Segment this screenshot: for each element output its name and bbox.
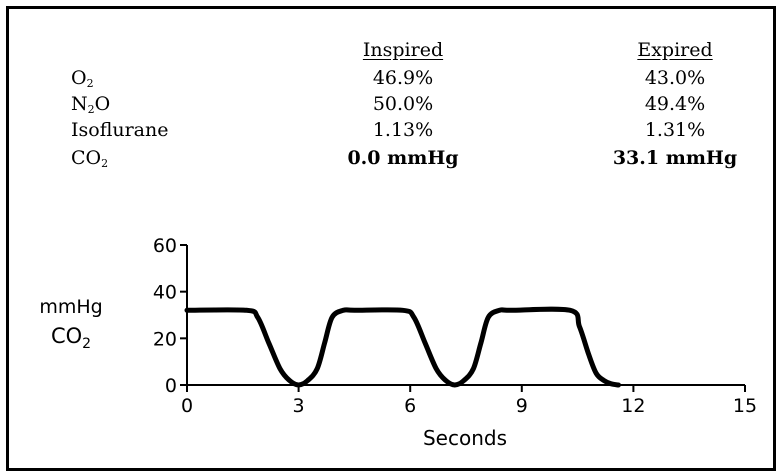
n2o-expired-value: 49.4%: [644, 93, 706, 115]
y-axis-label-co2: CO2: [51, 324, 91, 352]
gas-label-sub: 2: [86, 77, 94, 90]
gas-label-n2o: N2O: [71, 93, 110, 115]
capnogram-chart: mmHg CO2 Seconds 0 20 40 60 0 3 6 9 12 15: [39, 235, 757, 450]
x-tick-label: 6: [404, 395, 416, 417]
gas-label-isoflurane: Isoflurane: [71, 119, 169, 141]
x-axis-label: Seconds: [423, 426, 507, 450]
y-tick-label: 20: [153, 328, 177, 350]
gas-label-sub: 2: [87, 103, 95, 116]
isoflurane-expired-value: 1.31%: [644, 119, 706, 141]
x-tick-label: 0: [181, 395, 193, 417]
y-tick-label: 40: [153, 282, 177, 304]
co2-expired-value: 33.1 mmHg: [612, 147, 738, 169]
y-axis-label-co2-main: CO: [51, 324, 82, 348]
gas-label-o2: O2: [71, 67, 94, 89]
co2-inspired-value: 0.0 mmHg: [347, 147, 459, 169]
n2o-inspired-value: 50.0%: [372, 93, 434, 115]
gas-concentration-table: Inspired Expired O2 46.9% 43.0% N2O 50.0…: [9, 9, 773, 199]
y-tick-label: 0: [165, 375, 177, 397]
gas-label-main: O: [71, 67, 87, 89]
gas-label-sub: 2: [101, 157, 109, 170]
gas-label-tail: O: [94, 93, 111, 115]
y-tick-label: 60: [153, 235, 177, 257]
isoflurane-inspired-value: 1.13%: [372, 119, 434, 141]
y-axis-label: mmHg: [39, 296, 102, 318]
x-tick-label: 12: [621, 395, 645, 417]
x-tick-label: 3: [293, 395, 305, 417]
y-axis-label-co2-sub: 2: [82, 336, 91, 352]
co2-waveform-line: [184, 306, 621, 388]
figure-frame: Inspired Expired O2 46.9% 43.0% N2O 50.0…: [6, 6, 776, 471]
expired-header: Expired: [637, 39, 713, 61]
gas-label-co2: CO2: [71, 147, 108, 169]
inspired-header: Inspired: [362, 39, 444, 61]
o2-inspired-value: 46.9%: [372, 67, 434, 89]
x-tick-label: 9: [516, 395, 528, 417]
o2-expired-value: 43.0%: [644, 67, 706, 89]
x-tick-label: 15: [733, 395, 757, 417]
gas-label-main: Isoflurane: [71, 119, 169, 141]
gas-label-main: CO: [71, 147, 102, 169]
gas-label-main: N: [71, 93, 88, 115]
